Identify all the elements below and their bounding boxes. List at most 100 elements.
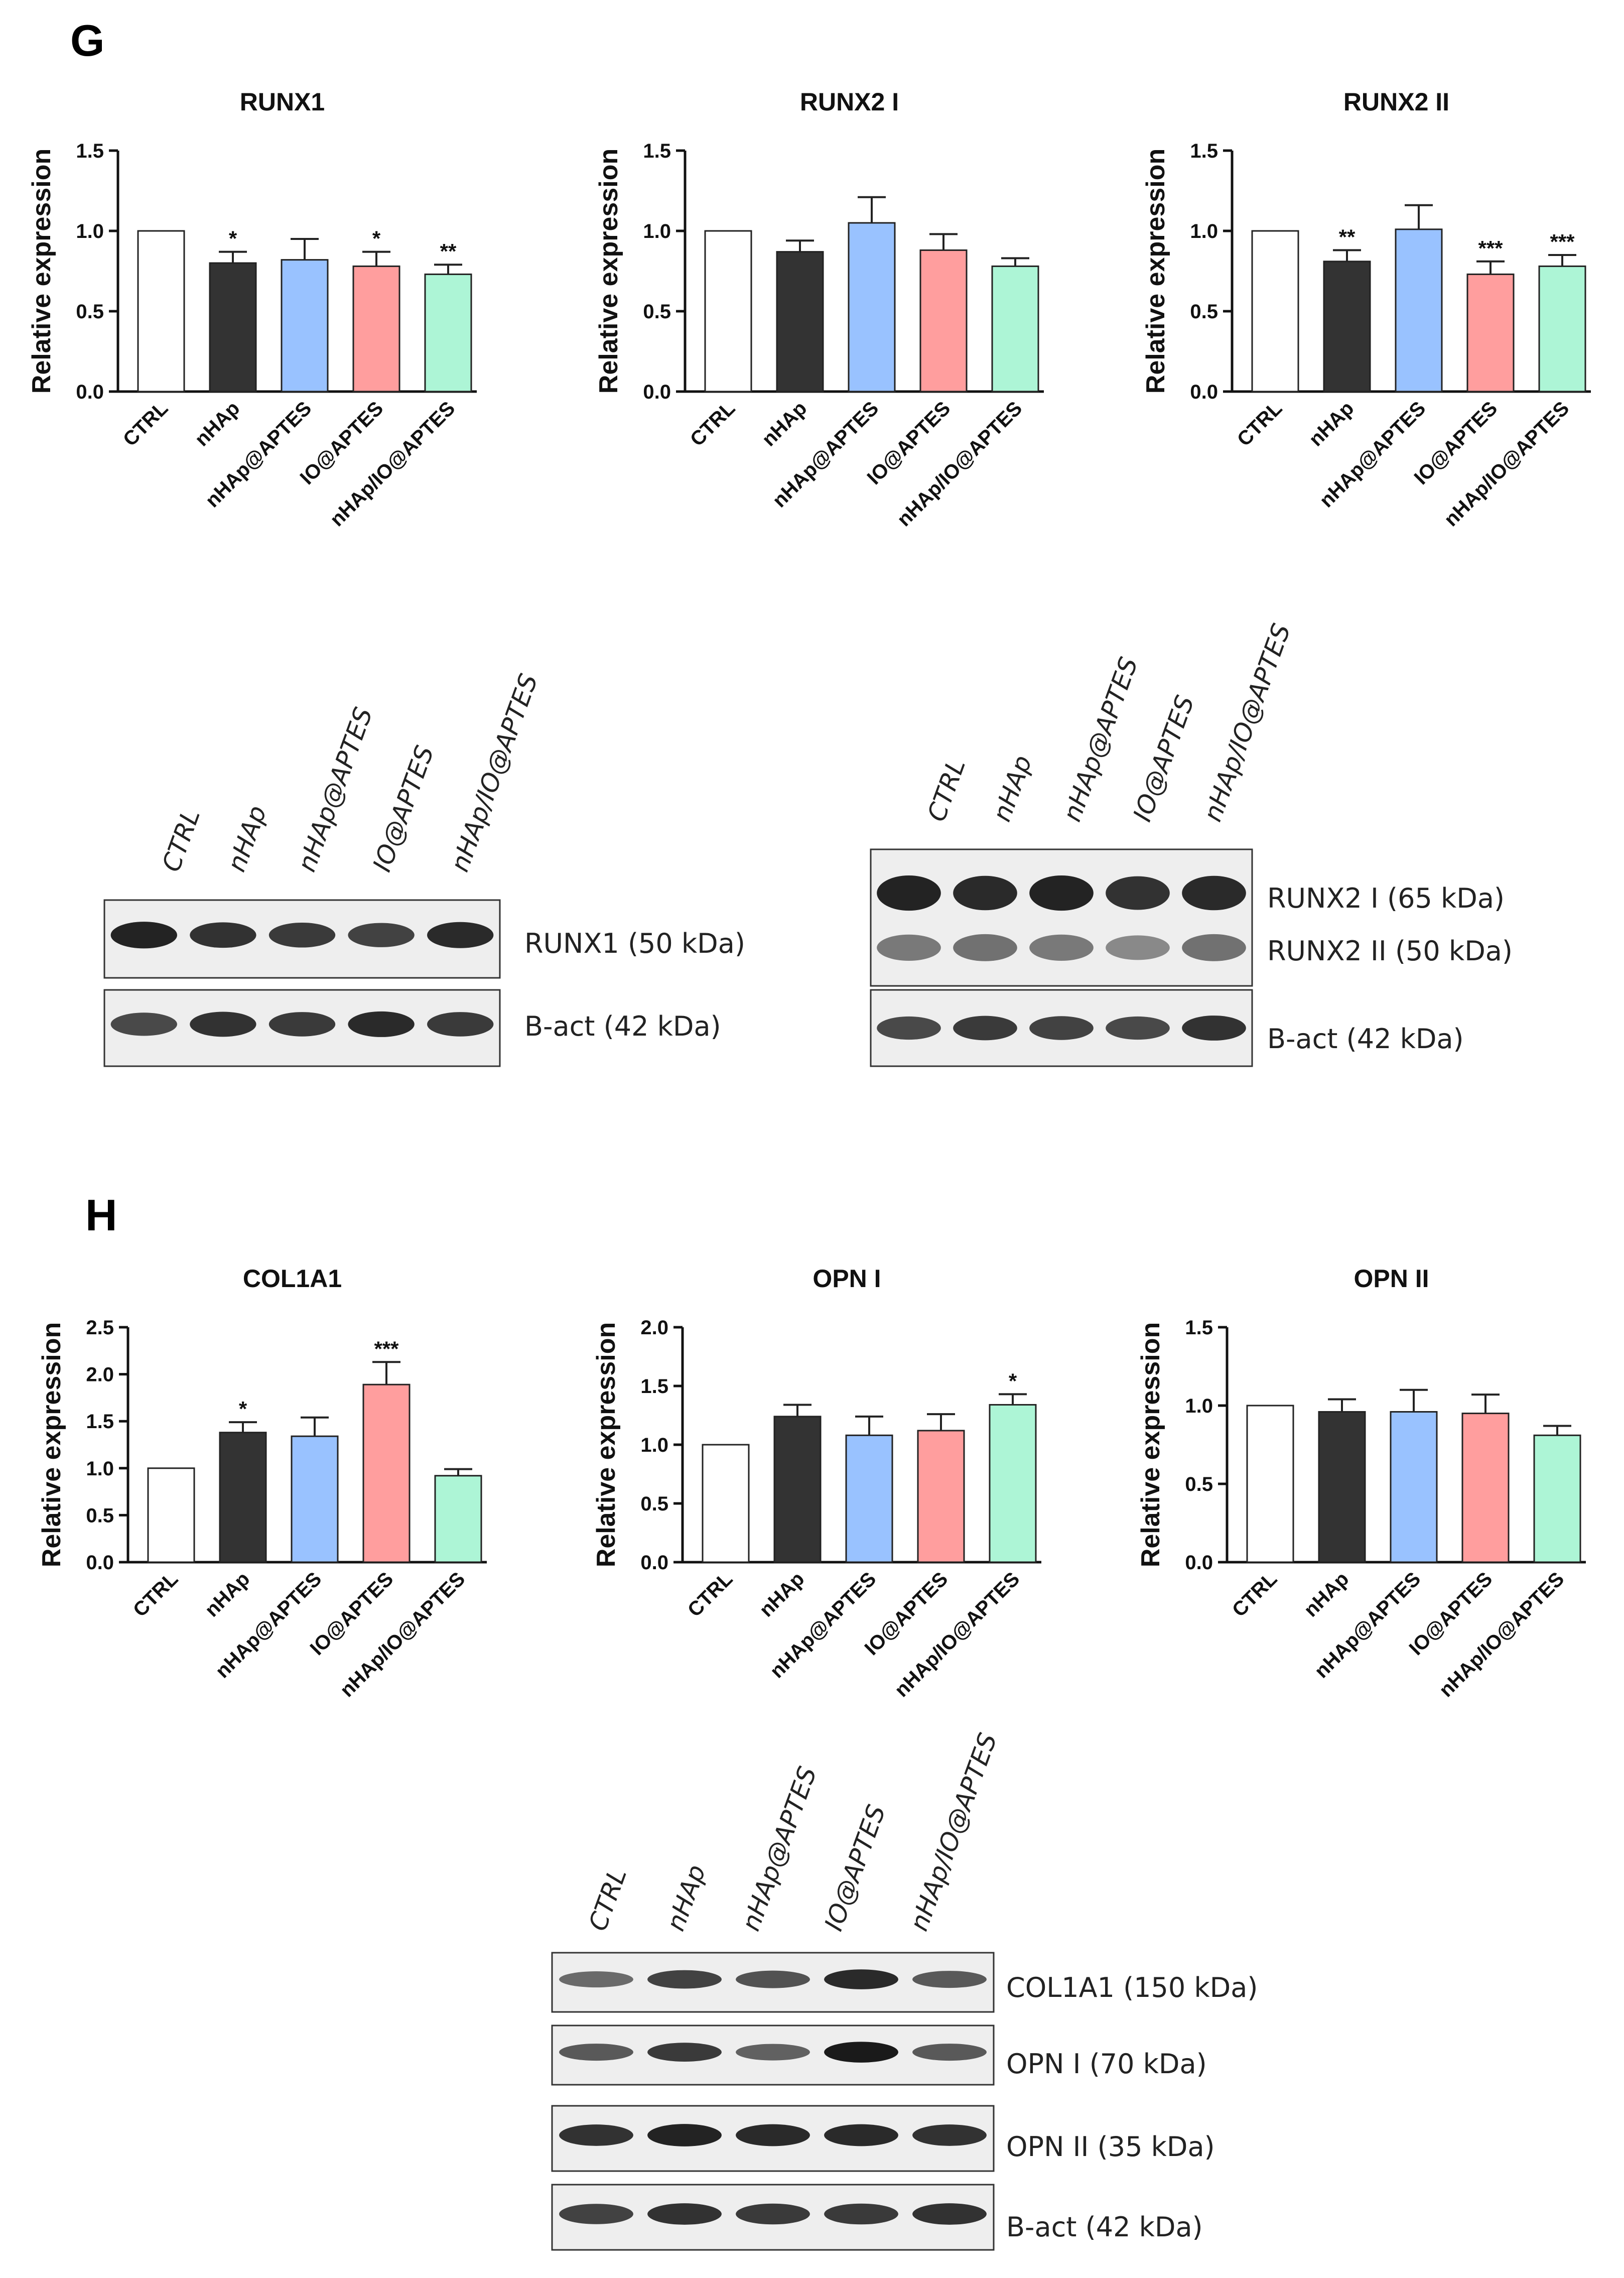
bar-chart-col1a1: COL1A1 Relative expression 0.0 0.5 1.0 1.5 2.0… [37,1264,487,1701]
lane-label: IO@APTES [819,1801,891,1935]
blot-band [1029,934,1094,961]
bar-chart-opn-i: OPN I Relative expression 0.0 0.5 1.0 1.5 2.0 C… [592,1264,1041,1701]
significance-label: ** [440,239,457,263]
x-tick-label: nHAp [1300,1568,1354,1621]
significance-label: *** [374,1337,399,1360]
y-tick-label: 0.0 [640,1552,668,1574]
bar-ctrl [704,230,752,393]
y-tick-label: 0.0 [1185,1552,1213,1574]
x-tick-label: nHAp/IO@APTES [326,397,459,531]
y-axis-label: Relative expression [37,1322,66,1567]
x-tick-label: nHAp/IO@APTES [893,397,1026,531]
blot-band [736,1970,810,1988]
y-tick-label: 2.0 [640,1317,668,1339]
bar-chart-runx1: RUNX1 Relative expression 0.0 0.5 1.0 1.5 CTRL… [27,88,477,531]
lane-label: nHAp [222,802,273,875]
blot-band [1106,1016,1170,1040]
bar-io-aptes [917,1430,965,1563]
x-tick-label: nHAp/IO@APTES [1435,1568,1568,1701]
significance-label: * [372,227,381,250]
x-tick-label: nHAp/IO@APTES [1440,397,1573,531]
bar-io-aptes [1466,273,1515,393]
x-tick-label: CTRL [119,397,173,451]
y-tick-label: 0.0 [643,381,671,403]
bar-nhap-io-aptes [1538,265,1586,393]
bar-nhap-aptes [1395,228,1443,393]
y-tick-label: 1.0 [640,1434,668,1456]
blot-band [824,2042,898,2063]
y-axis-label: Relative expression [1141,149,1170,394]
blot-band [1029,875,1094,911]
x-tick-label: CTRL [1228,1568,1282,1621]
blot-band [559,2204,633,2224]
blot-band [912,2124,987,2146]
blot-band [736,2044,810,2061]
y-axis-label: Relative expression [594,149,623,394]
blot-band [559,1971,633,1988]
blot-band [268,1012,336,1037]
blot-band [953,875,1017,911]
blot-band [268,922,336,948]
bar-nhap-io-aptes [991,265,1039,393]
y-tick-label: 1.0 [1185,1395,1213,1417]
y-tick-label: 1.0 [643,220,671,242]
blot-band [912,1971,987,1988]
significance-label: * [1009,1369,1017,1393]
blot-band [559,2044,633,2061]
x-tick-label: CTRL [129,1568,183,1621]
blot-band [348,923,415,947]
blot-band [110,922,177,949]
y-tick-label: 0.5 [76,301,104,323]
blot-band-label: RUNX2 II (50 kDa) [1267,935,1513,967]
blot-band [427,1012,494,1037]
x-tick-label: nHAp [755,1568,809,1621]
x-tick-label: nHAp [191,397,244,451]
blot-band [647,2124,722,2146]
blot-band-label: B-act (42 kDa) [1267,1023,1464,1055]
y-axis-label: Relative expression [1136,1322,1165,1567]
y-tick-label: 1.0 [86,1458,114,1480]
bar-ctrl [1251,230,1299,393]
lane-label: nHAp/IO@APTES [904,1729,1003,1935]
chart-title: OPN I [813,1264,881,1293]
blot-band [647,2203,722,2225]
bar-io-aptes [352,265,400,393]
blot-band [877,934,941,961]
y-tick-label: 1.0 [1190,220,1218,242]
bar-ctrl [1246,1405,1294,1563]
lane-label: IO@APTES [1128,692,1200,825]
y-tick-label: 1.5 [1185,1317,1213,1339]
y-tick-label: 0.5 [1190,301,1218,323]
y-tick-label: 2.0 [86,1364,114,1386]
y-tick-label: 2.5 [86,1317,114,1339]
bar-io-aptes [1461,1413,1510,1563]
lane-label: nHAp/IO@APTES [1198,620,1296,825]
lane-label: CTRL [583,1864,632,1935]
bar-nhap [1323,261,1371,393]
bar-chart-runx2-i: RUNX2 I Relative expression 0.0 0.5 1.0 1.5 CT… [594,88,1044,531]
y-tick-label: 0.0 [1190,381,1218,403]
blot-band-label: OPN I (70 kDa) [1006,2048,1207,2080]
lane-label: nHAp@APTES [1057,654,1144,826]
lane-label: nHAp [987,751,1038,825]
panel-label-g: G [70,16,105,65]
significance-label: * [239,1397,247,1421]
blot-band [736,2124,810,2146]
blot-band [647,1970,722,1989]
blot-band-label: B-act (42 kDa) [1006,2211,1203,2243]
blot-band [647,2043,722,2062]
significance-label: * [229,227,237,250]
blot-band [877,1016,941,1040]
significance-label: *** [1478,236,1503,260]
lane-label: nHAp [661,1861,712,1935]
blot-band [1182,1016,1246,1041]
y-tick-label: 1.5 [76,140,104,162]
significance-label: ** [1339,225,1356,248]
blot-band [190,922,256,948]
blot-band-label: OPN II (35 kDa) [1006,2131,1215,2163]
bar-nhap-aptes [281,259,329,393]
blot-band [912,2044,987,2061]
